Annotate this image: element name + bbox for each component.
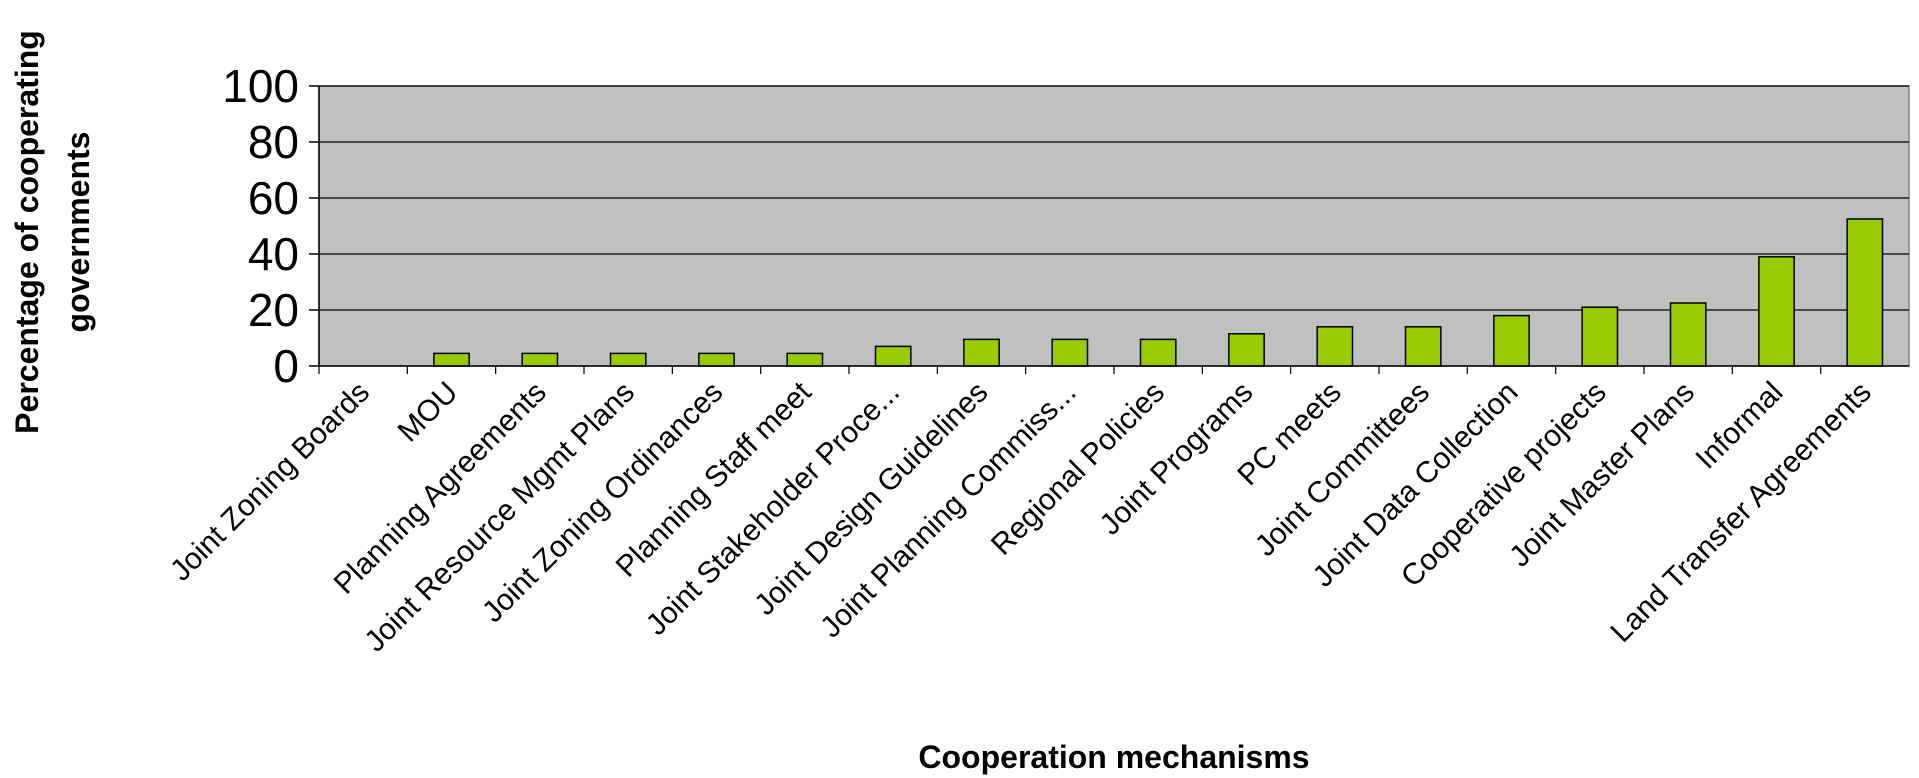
gridlines xyxy=(319,85,1909,311)
bar-14 xyxy=(1493,314,1530,367)
bar-7 xyxy=(874,345,912,367)
bar-8 xyxy=(963,338,1000,367)
bar-16 xyxy=(1669,302,1707,367)
x-category-label-2: MOU xyxy=(392,376,465,449)
bar-10 xyxy=(1139,338,1177,367)
bar-17 xyxy=(1758,256,1795,367)
y-tick-label-80: 80 xyxy=(248,116,299,168)
x-category-label-1: Joint Zoning Boards xyxy=(164,376,376,588)
bar-4 xyxy=(609,352,647,367)
y-axis-title: Percentage of cooperating governments xyxy=(9,30,96,434)
bar-15 xyxy=(1581,306,1619,367)
y-tick-label-60: 60 xyxy=(248,172,299,224)
x-category-label-11: Joint Programs xyxy=(1093,376,1259,542)
x-axis-title: Cooperation mechanisms xyxy=(918,739,1309,775)
bar-2 xyxy=(433,352,470,367)
y-tick-label-20: 20 xyxy=(248,284,299,336)
y-axis-title-line-1: Percentage of cooperating xyxy=(9,30,45,434)
bar-12 xyxy=(1316,326,1354,367)
bar-3 xyxy=(521,352,559,367)
y-axis-title-line-2: governments xyxy=(60,132,96,333)
bar-11 xyxy=(1228,333,1265,367)
bar-9 xyxy=(1051,338,1089,367)
y-tick-label-40: 40 xyxy=(248,228,299,280)
bar-5 xyxy=(698,352,735,367)
bar-6 xyxy=(786,352,824,367)
plot-area xyxy=(318,85,1910,367)
y-tick-label-100: 100 xyxy=(222,60,299,112)
bar-13 xyxy=(1404,326,1442,367)
bars xyxy=(433,218,1884,367)
y-tick-label-0: 0 xyxy=(273,340,299,392)
bar-18 xyxy=(1846,218,1884,367)
